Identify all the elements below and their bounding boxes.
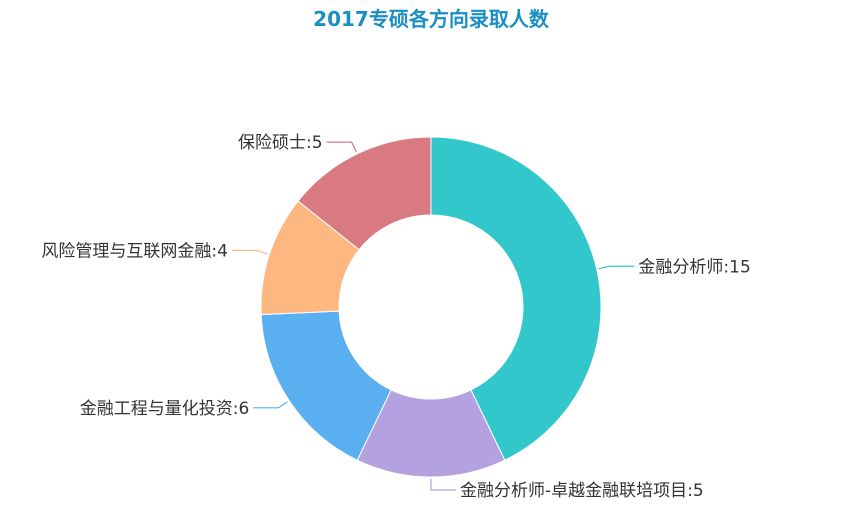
slice-label-0: 金融分析师:15 xyxy=(638,257,750,277)
leader-line-2 xyxy=(253,401,288,409)
slice-label-3: 风险管理与互联网金融:4 xyxy=(41,241,228,261)
slices-group xyxy=(260,136,602,478)
leader-line-1 xyxy=(430,479,456,491)
slice-4 xyxy=(297,136,432,251)
slice-label-1: 金融分析师-卓越金融联培项目:5 xyxy=(460,481,704,501)
leader-line-4 xyxy=(326,141,357,153)
leader-lines-group xyxy=(231,141,635,491)
slice-label-2: 金融工程与量化投资:6 xyxy=(80,399,250,419)
chart-title: 2017专硕各方向录取人数 xyxy=(313,7,550,31)
leader-line-3 xyxy=(231,249,268,255)
labels-group: 金融分析师:15 金融分析师-卓越金融联培项目:5 金融工程与量化投资:6 风险管理与… xyxy=(41,133,750,501)
leader-line-0 xyxy=(598,265,635,270)
slice-0 xyxy=(430,136,602,461)
slice-label-4: 保险硕士:5 xyxy=(238,133,323,153)
